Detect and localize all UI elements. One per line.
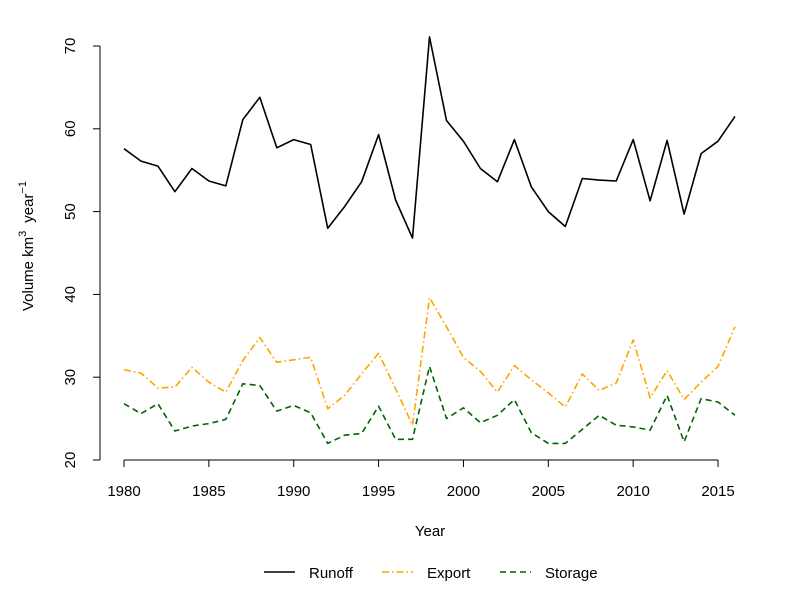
- x-tick-label: 1995: [362, 483, 395, 500]
- y-axis: 20 30 40 50 60 70: [62, 38, 101, 469]
- series-line-export: [123, 296, 736, 427]
- x-tick-label: 1980: [107, 483, 140, 500]
- legend-label-runoff: Runoff: [309, 565, 354, 582]
- y-axis-label-unit-exponent: −1: [17, 181, 29, 194]
- y-tick-label: 40: [62, 286, 79, 303]
- legend-label-storage: Storage: [545, 565, 598, 582]
- x-tick-label: 2010: [616, 483, 649, 500]
- legend-label-export: Export: [427, 565, 471, 582]
- y-axis-label-exponent: 3: [17, 231, 29, 237]
- x-tick-label: 1985: [192, 483, 225, 500]
- series-line-storage: [123, 365, 736, 445]
- y-axis-label-quantity: Volume km: [20, 237, 37, 311]
- x-axis-label: Year: [415, 523, 445, 540]
- y-tick-label: 20: [62, 452, 79, 469]
- series-line-runoff: [123, 36, 736, 239]
- legend: Runoff Export Storage: [264, 565, 598, 582]
- x-axis: 1980 1985 1990 1995 2000 2005 2010 2015: [107, 459, 735, 500]
- y-tick-label: 50: [62, 203, 79, 220]
- x-tick-label: 2005: [532, 483, 565, 500]
- y-axis-label-unit: year: [20, 194, 37, 223]
- y-tick-label: 70: [62, 38, 79, 55]
- x-tick-label: 1990: [277, 483, 310, 500]
- x-tick-label: 2000: [447, 483, 480, 500]
- y-axis-label: Volume km3 year−1: [17, 181, 37, 311]
- series-layer: [123, 36, 736, 445]
- y-tick-label: 60: [62, 120, 79, 137]
- y-tick-label: 30: [62, 369, 79, 386]
- x-tick-label: 2015: [701, 483, 734, 500]
